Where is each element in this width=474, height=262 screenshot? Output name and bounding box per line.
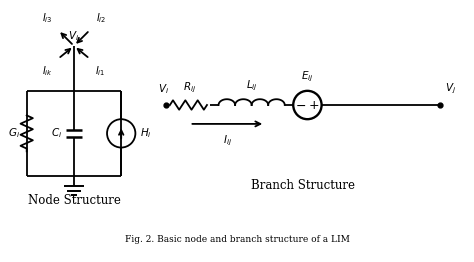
Text: $G_i$: $G_i$ xyxy=(8,127,19,140)
Text: Node Structure: Node Structure xyxy=(27,194,120,207)
Text: $I_{i2}$: $I_{i2}$ xyxy=(96,11,106,25)
Text: Fig. 2. Basic node and branch structure of a LIM: Fig. 2. Basic node and branch structure … xyxy=(125,235,349,244)
Text: $V_i$: $V_i$ xyxy=(68,29,80,43)
Text: $L_{ij}$: $L_{ij}$ xyxy=(246,79,257,93)
Text: $+$: $+$ xyxy=(308,99,319,112)
Text: $I_{ik}$: $I_{ik}$ xyxy=(42,64,53,78)
Text: $E_{ij}$: $E_{ij}$ xyxy=(301,69,314,84)
Text: $-$: $-$ xyxy=(295,99,307,112)
Text: $H_i$: $H_i$ xyxy=(140,127,152,140)
Text: $V_i$: $V_i$ xyxy=(158,83,169,96)
Text: $V_j$: $V_j$ xyxy=(445,82,456,96)
Text: $R_{ij}$: $R_{ij}$ xyxy=(183,80,197,95)
Text: $I_{i1}$: $I_{i1}$ xyxy=(95,64,105,78)
Text: $C_i$: $C_i$ xyxy=(51,127,63,140)
Text: $I_{ij}$: $I_{ij}$ xyxy=(223,133,232,148)
Text: Branch Structure: Branch Structure xyxy=(251,179,355,192)
Text: $I_{i3}$: $I_{i3}$ xyxy=(42,11,52,25)
